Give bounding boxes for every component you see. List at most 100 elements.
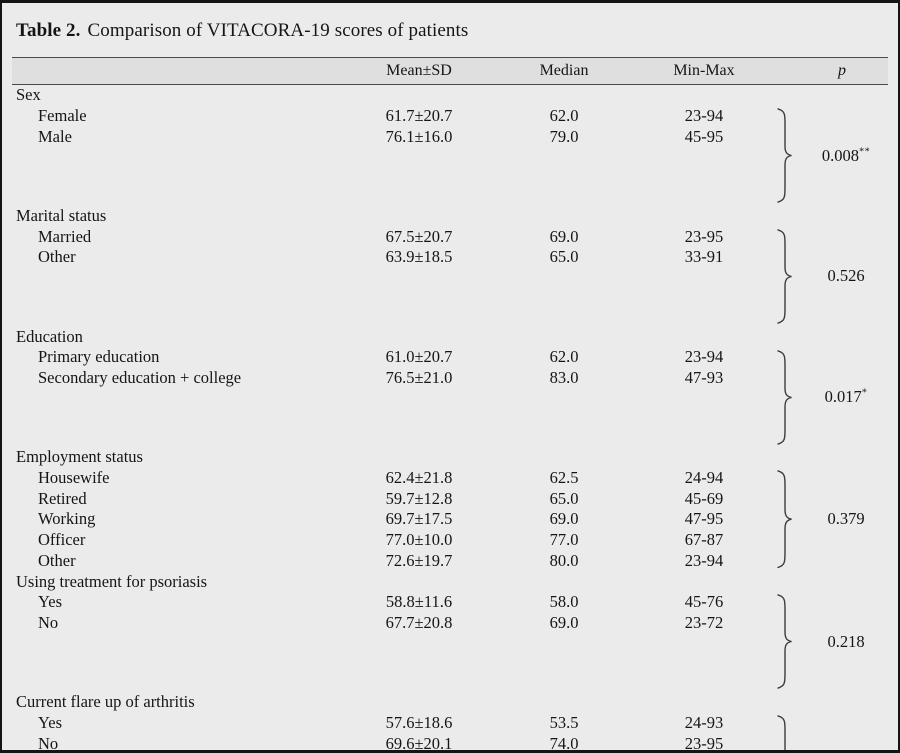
mean-sd-value: 69.6±20.1	[385, 733, 453, 753]
brace-icon	[774, 715, 794, 753]
median-value: 62.0	[549, 106, 579, 126]
header-cell-min-max: Min-Max	[673, 62, 735, 79]
row-label: Secondary education + college	[38, 368, 242, 388]
row-label: Male	[38, 126, 72, 146]
section-header-row: Sex	[12, 85, 888, 106]
section-header-label: Current flare up of arthritis	[16, 692, 195, 712]
mean-sd-value: 77.0±10.0	[385, 530, 453, 550]
row-label: Other	[38, 550, 76, 570]
section-group: Yes 58.8±11.6 58.0 45-76 No 67.7±20.8 69.0 23-7…	[12, 592, 888, 692]
min-max-value: 45-95	[684, 126, 724, 146]
p-value: 0.218	[827, 631, 865, 651]
median-value: 74.0	[549, 733, 579, 753]
median-value: 62.5	[549, 468, 579, 488]
min-max-value: 47-93	[684, 368, 724, 388]
min-max-value: 24-93	[684, 712, 724, 732]
table-row: Officer 77.0±10.0 77.0 67-87	[12, 530, 774, 551]
table-row: Secondary education + college 76.5±21.0 83…	[12, 368, 774, 389]
table-row: Yes 58.8±11.6 58.0 45-76	[12, 592, 774, 613]
p-value: 0.379	[827, 509, 865, 529]
median-value: 80.0	[549, 550, 579, 570]
min-max-value: 23-95	[684, 733, 724, 753]
row-label: Working	[38, 509, 96, 529]
section-header-row: Marital status	[12, 206, 888, 227]
p-value-cell: 0.027*	[774, 713, 888, 753]
table-row: No 67.7±20.8 69.0 23-72	[12, 613, 774, 634]
table-row: No 69.6±20.1 74.0 23-95	[12, 733, 774, 753]
mean-sd-value: 58.8±11.6	[385, 592, 453, 612]
median-value: 77.0	[549, 530, 579, 550]
row-label: Primary education	[38, 347, 160, 367]
row-label: Married	[38, 226, 92, 246]
p-value-cell: 0.379	[774, 468, 888, 571]
significance-marker: *	[861, 387, 868, 399]
mean-sd-value: 62.4±21.8	[385, 468, 453, 488]
p-value-cell: 0.008**	[774, 106, 888, 206]
table-row: Working 69.7±17.5 69.0 47-95	[12, 509, 774, 530]
mean-sd-value: 57.6±18.6	[385, 712, 453, 732]
brace-icon	[774, 108, 794, 203]
median-value: 69.0	[549, 226, 579, 246]
min-max-value: 24-94	[684, 468, 724, 488]
section-rows: Yes 57.6±18.6 53.5 24-93 No 69.6±20.1 74.0 23-9…	[12, 713, 774, 753]
header-cell-median: Median	[539, 62, 589, 79]
table-row: Other 63.9±18.5 65.0 33-91	[12, 247, 774, 268]
p-value-cell: 0.218	[774, 592, 888, 692]
table-number: Table 2.	[16, 20, 81, 41]
row-label: Officer	[38, 530, 86, 550]
median-value: 58.0	[549, 592, 579, 612]
row-label: Female	[38, 106, 87, 126]
p-value-cell: 0.526	[774, 226, 888, 326]
table-row: Other 72.6±19.7 80.0 23-94	[12, 551, 774, 572]
min-max-value: 45-76	[684, 592, 724, 612]
table-row: Male 76.1±16.0 79.0 45-95	[12, 126, 774, 147]
min-max-value: 47-95	[684, 509, 724, 529]
row-label: No	[38, 733, 59, 753]
mean-sd-value: 76.1±16.0	[385, 126, 453, 146]
min-max-value: 23-94	[684, 106, 724, 126]
section-header-label: Using treatment for psoriasis	[16, 571, 208, 591]
median-value: 53.5	[549, 712, 579, 732]
section-header-row: Current flare up of arthritis	[12, 692, 888, 713]
table-header-row: Mean±SD Median Min-Max p	[12, 57, 888, 85]
mean-sd-value: 61.7±20.7	[385, 106, 453, 126]
section-header-row: Using treatment for psoriasis	[12, 571, 888, 592]
mean-sd-value: 72.6±19.7	[385, 550, 453, 570]
section-header-row: Employment status	[12, 447, 888, 468]
median-value: 69.0	[549, 612, 579, 632]
median-value: 62.0	[549, 347, 579, 367]
mean-sd-value: 76.5±21.0	[385, 368, 453, 388]
p-value: 0.017*	[824, 387, 868, 407]
min-max-value: 67-87	[684, 530, 724, 550]
min-max-value: 23-95	[684, 226, 724, 246]
row-label: Yes	[38, 712, 63, 732]
row-label: No	[38, 612, 59, 632]
section-header-row: Education	[12, 326, 888, 347]
median-value: 65.0	[549, 488, 579, 508]
table-caption: Table 2. Comparison of VITACORA-19 score…	[12, 3, 888, 57]
min-max-value: 23-94	[684, 550, 724, 570]
row-label: Retired	[38, 488, 87, 508]
row-label: Other	[38, 247, 76, 267]
header-cell-p: p	[838, 62, 846, 79]
header-cell-mean-sd: Mean±SD	[386, 62, 452, 79]
table-content: Table 2. Comparison of VITACORA-19 score…	[2, 3, 898, 753]
section-header-label: Education	[16, 326, 83, 346]
brace-icon	[774, 470, 794, 568]
brace-icon	[774, 350, 794, 445]
table-row: Retired 59.7±12.8 65.0 45-69	[12, 488, 774, 509]
brace-icon	[774, 594, 794, 689]
section-group: Housewife 62.4±21.8 62.5 24-94 Retired 59.7±1…	[12, 468, 888, 571]
section-header-label: Marital status	[16, 206, 107, 226]
median-value: 65.0	[549, 247, 579, 267]
min-max-value: 23-72	[684, 612, 724, 632]
table-row: Married 67.5±20.7 69.0 23-95	[12, 226, 774, 247]
section-group: Primary education 61.0±20.7 62.0 23-94 Secon…	[12, 347, 888, 447]
table-row: Yes 57.6±18.6 53.5 24-93	[12, 713, 774, 734]
section-group: Yes 57.6±18.6 53.5 24-93 No 69.6±20.1 74.0 23-9…	[12, 713, 888, 753]
mean-sd-value: 61.0±20.7	[385, 347, 453, 367]
significance-marker: **	[858, 146, 871, 158]
section-group: Female 61.7±20.7 62.0 23-94 Male 76.1±16.0 79.…	[12, 106, 888, 206]
section-rows: Female 61.7±20.7 62.0 23-94 Male 76.1±16.0 79.…	[12, 106, 774, 206]
median-value: 83.0	[549, 368, 579, 388]
